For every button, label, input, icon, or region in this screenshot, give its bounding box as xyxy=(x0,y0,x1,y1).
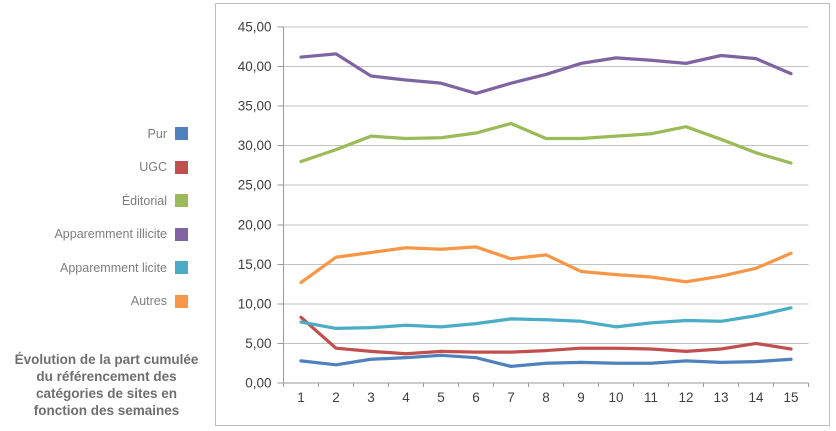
x-tick-label: 13 xyxy=(713,390,728,405)
legend-color-swatch xyxy=(175,227,188,241)
x-tick-label: 15 xyxy=(783,390,798,405)
caption-line: du référencement des xyxy=(36,369,177,384)
x-tick-label: 10 xyxy=(608,390,623,405)
y-tick-label: 20,00 xyxy=(238,217,272,232)
legend-item-label: Apparemment licite xyxy=(60,260,167,275)
legend-item: Apparemment illicite xyxy=(54,218,188,252)
x-tick-label: 5 xyxy=(437,390,445,405)
x-tick-label: 3 xyxy=(367,390,375,405)
y-tick-label: 40,00 xyxy=(238,59,272,74)
legend-color-swatch xyxy=(175,294,188,308)
y-tick-label: 45,00 xyxy=(238,20,272,35)
legend-item: Pur xyxy=(54,117,188,151)
legend-item-label: Éditorial xyxy=(121,193,167,208)
line-chart-svg: 0,00 5,00 10,00 15,00 20,00 25,00 30,00 35,00 40… xyxy=(238,20,809,405)
legend-item-label: Apparemment illicite xyxy=(54,227,167,242)
x-tick-label: 7 xyxy=(507,390,515,405)
y-tick-label: 10,00 xyxy=(238,296,272,311)
y-tick-label: 25,00 xyxy=(238,178,272,193)
legend-item: Autres xyxy=(54,285,188,319)
x-tick-label: 8 xyxy=(542,390,550,405)
y-tick-label: 5,00 xyxy=(245,336,271,351)
legend-item: Éditorial xyxy=(54,184,188,218)
legend-item: Apparemment licite xyxy=(54,251,188,285)
chart-legend: Pur UGC Éditorial Apparemment illicite Appar… xyxy=(54,117,188,318)
y-tick-label: 15,00 xyxy=(238,257,272,272)
x-tick-label: 4 xyxy=(402,390,410,405)
legend-item-label: Autres xyxy=(130,294,167,309)
x-tick-label: 11 xyxy=(644,390,658,405)
legend-color-swatch xyxy=(175,261,188,275)
series-line-ugc xyxy=(299,315,793,356)
series-line-apparemment-licite xyxy=(299,306,793,331)
caption-line: Évolution de la part cumulée xyxy=(14,352,199,367)
x-tick-label: 14 xyxy=(748,390,764,405)
legend-color-swatch xyxy=(175,160,188,174)
series-line-pur xyxy=(299,353,793,369)
x-tick-label: 12 xyxy=(678,390,693,405)
series-line-apparemment-illicite xyxy=(299,52,793,96)
caption-line: fonction des semaines xyxy=(33,403,180,418)
series-line--ditorial xyxy=(299,121,793,165)
y-tick-label: 0,00 xyxy=(245,376,271,391)
left-panel: Pur UGC Éditorial Apparemment illicite Appar… xyxy=(0,0,215,431)
x-tick-label: 6 xyxy=(472,390,480,405)
legend-color-swatch xyxy=(175,127,188,141)
legend-item-label: UGC xyxy=(139,160,167,175)
chart-caption: Évolution de la part cumulée du référence… xyxy=(0,351,213,419)
legend-item: UGC xyxy=(54,151,188,185)
caption-line: catégories de sites en xyxy=(35,386,178,401)
x-tick-label: 9 xyxy=(577,390,585,405)
x-tick-label: 1 xyxy=(297,390,305,405)
chart-area: 0,00 5,00 10,00 15,00 20,00 25,00 30,00 35,00 40… xyxy=(215,3,830,426)
x-tick-label: 2 xyxy=(332,390,340,405)
series-line-autres xyxy=(299,245,793,285)
legend-item-label: Pur xyxy=(147,126,167,141)
legend-color-swatch xyxy=(175,194,188,208)
y-tick-label: 35,00 xyxy=(238,99,272,114)
y-tick-label: 30,00 xyxy=(238,138,272,153)
